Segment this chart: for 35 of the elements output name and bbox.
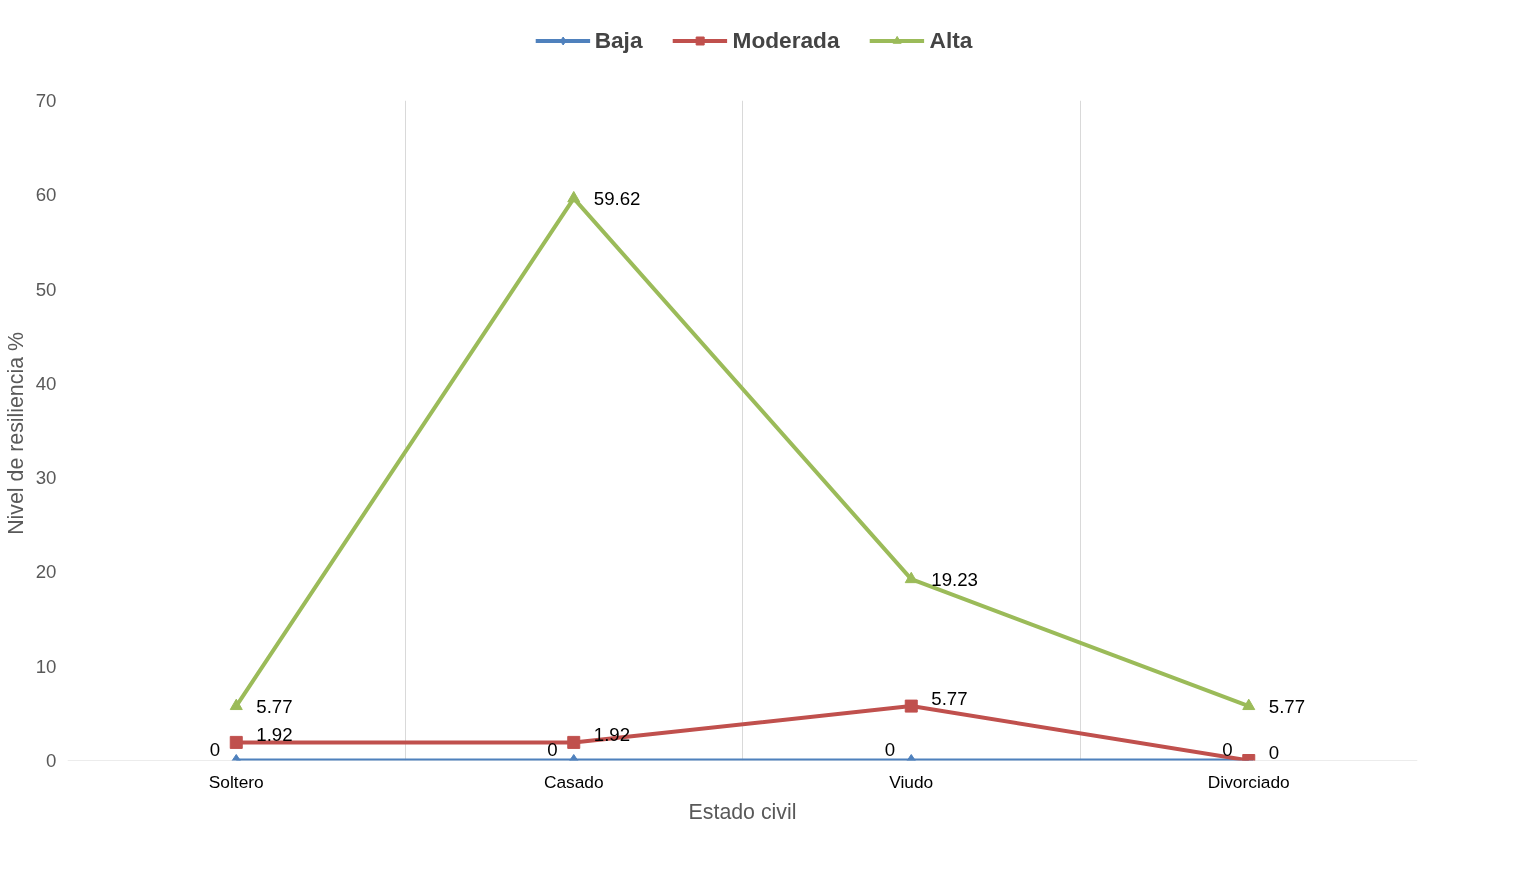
data-label: 0 [547,739,558,760]
y-tick-label: 50 [35,278,57,300]
x-tick-label: Casado [543,771,604,792]
x-tick-label: Soltero [208,771,264,792]
legend-label: Baja [594,26,643,54]
data-label: 5.77 [931,687,968,709]
point [1242,698,1256,711]
y-tick-label: 40 [35,372,57,394]
data-label: 5.77 [1268,695,1306,717]
y-tick-label: 0 [46,750,57,771]
point [904,699,918,713]
y-tick-label: 70 [35,90,57,111]
point [567,190,581,203]
x-tick-label: Divorciado [1207,771,1290,792]
data-label: 0 [884,739,896,760]
data-label: 0 [209,739,221,760]
data-label: 1.92 [256,723,293,745]
y-tick-label: 60 [35,184,57,206]
data-label: 59.62 [593,187,641,209]
y-axis-title: Nivel de resiliencia % [3,332,28,535]
point [567,735,581,749]
legend-label: Alta [929,26,973,54]
point [904,571,918,584]
y-tick-label: 20 [35,561,57,583]
y-tick-label: 30 [35,467,57,489]
point [229,735,243,749]
data-label: 5.77 [256,695,293,717]
data-label: 0 [1222,739,1233,760]
data-label: 19.23 [931,568,978,590]
x-axis-title: Estado civil [688,799,797,824]
x-tick-label: Viudo [889,771,934,792]
data-label: 0 [1268,742,1280,763]
y-tick-label: 10 [35,655,57,677]
point [229,698,243,711]
legend-label: Moderada [732,26,840,54]
